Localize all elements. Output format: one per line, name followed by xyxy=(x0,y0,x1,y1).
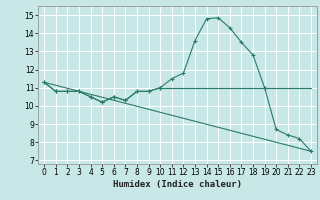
X-axis label: Humidex (Indice chaleur): Humidex (Indice chaleur) xyxy=(113,180,242,189)
